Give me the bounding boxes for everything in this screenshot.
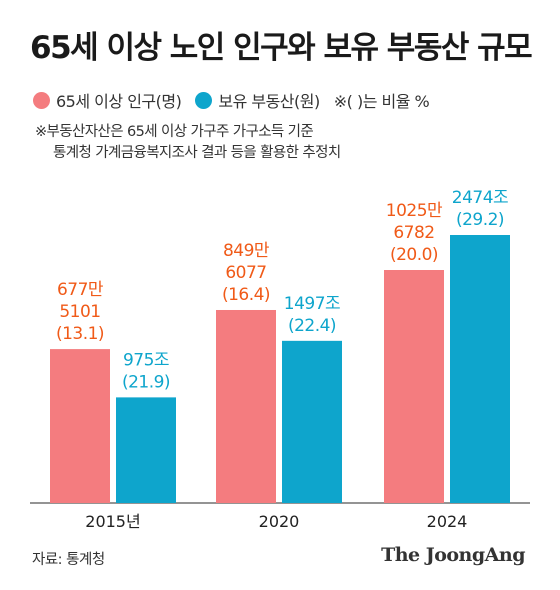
data-label-property-0-0: 975조: [123, 350, 169, 370]
legend-ratio-note: ※( )는 비율 %: [334, 88, 430, 112]
data-label-property-2-1: (29.2): [456, 210, 504, 230]
data-label-population-2-2: (20.0): [390, 245, 438, 265]
bar-population-2: [384, 270, 444, 503]
bar-property-2: [450, 235, 510, 503]
bar-property-1: [282, 340, 342, 503]
legend-label-property: 보유 부동산(원): [218, 92, 320, 111]
data-label-population-0-2: (13.1): [56, 324, 104, 344]
x-tick-label-2: 2024: [427, 512, 468, 531]
legend: 65세 이상 인구(명) 보유 부동산(원) ※( )는 비율 %: [33, 88, 443, 112]
x-tick-label-0: 2015년: [85, 512, 140, 531]
footnote-line-2: 통계청 가계금융복지조사 결과 등을 활용한 추정치: [53, 145, 341, 161]
data-label-population-1-1: 6077: [225, 263, 266, 283]
bar-property-0: [116, 397, 176, 503]
data-label-property-0-1: (21.9): [122, 372, 170, 392]
legend-swatch-property: [195, 91, 213, 109]
data-label-population-0-1: 5101: [59, 302, 100, 322]
footnote-line-1: ※부동산자산은 65세 이상 가구주 가구소득 기준: [35, 124, 314, 140]
chart-title: 65세 이상 노인 인구와 보유 부동산 규모: [30, 30, 533, 66]
legend-item-property: 보유 부동산(원): [195, 88, 320, 112]
data-label-population-2-1: 6782: [393, 223, 434, 243]
legend-item-population: 65세 이상 인구(명): [33, 88, 182, 112]
bar-population-1: [216, 309, 276, 503]
data-label-property-2-0: 2474조: [452, 188, 508, 208]
data-label-population-1-2: (16.4): [222, 285, 270, 305]
data-label-property-1-1: (22.4): [288, 316, 336, 336]
data-label-property-1-0: 1497조: [284, 294, 340, 314]
data-label-population-0-0: 677만: [57, 280, 104, 300]
legend-label-population: 65세 이상 인구(명): [56, 92, 182, 111]
source-text: 자료: 통계청: [32, 552, 105, 568]
brand-logo: The JoongAng: [381, 544, 525, 566]
data-label-population-1-0: 849만: [223, 241, 270, 261]
x-tick-label-1: 2020: [259, 512, 300, 531]
ratio-note-text: ※( )는 비율 %: [333, 92, 430, 111]
legend-swatch-population: [33, 91, 50, 109]
bar-population-0: [50, 349, 110, 503]
data-label-population-2-0: 1025만: [386, 201, 443, 221]
footnote: ※부동산자산은 65세 이상 가구주 가구소득 기준 통계청 가계금융복지조사 …: [35, 122, 341, 164]
